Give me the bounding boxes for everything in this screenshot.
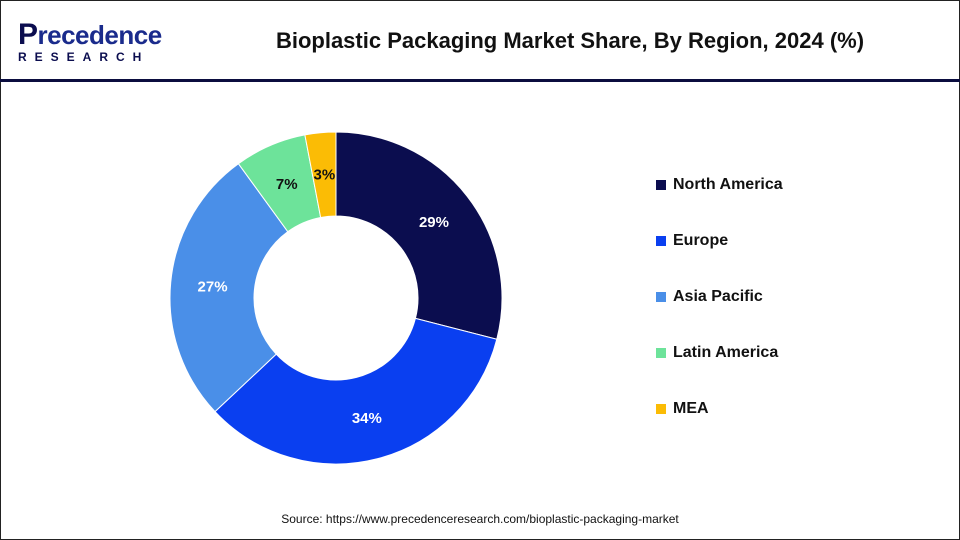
legend-label: North America bbox=[673, 176, 783, 193]
legend-label: Latin America bbox=[673, 344, 779, 361]
header-divider bbox=[0, 79, 960, 82]
legend-swatch bbox=[656, 292, 666, 302]
legend-label: Asia Pacific bbox=[673, 288, 763, 305]
data-label-europe: 34% bbox=[352, 410, 382, 427]
precedence-research-logo: Precedence RESEARCH bbox=[18, 20, 162, 65]
legend-label: MEA bbox=[673, 400, 709, 417]
legend-swatch bbox=[656, 348, 666, 358]
legend-item-europe: Europe bbox=[656, 230, 783, 252]
slice-europe bbox=[214, 317, 498, 465]
legend-item-mea: MEA bbox=[656, 398, 783, 420]
data-label-latin-america: 7% bbox=[276, 176, 298, 193]
chart-title: Bioplastic Packaging Market Share, By Re… bbox=[275, 28, 865, 53]
legend: North America Europe Asia Pacific Latin Ame… bbox=[656, 174, 783, 454]
data-label-mea: 3% bbox=[313, 167, 335, 184]
legend-swatch bbox=[656, 236, 666, 246]
data-label-north-america: 29% bbox=[419, 214, 449, 231]
legend-swatch bbox=[656, 404, 666, 414]
slice-mea bbox=[304, 131, 337, 219]
legend-item-north-america: North America bbox=[656, 174, 783, 196]
slice-asia-pacific bbox=[169, 163, 289, 413]
legend-label: Europe bbox=[673, 232, 729, 249]
logo-initial: P bbox=[18, 18, 38, 51]
source-note: Source: https://www.precedenceresearch.c… bbox=[281, 512, 679, 526]
legend-item-latin-america: Latin America bbox=[656, 342, 783, 364]
data-label-asia-pacific: 27% bbox=[198, 278, 228, 295]
legend-swatch bbox=[656, 180, 666, 190]
legend-item-asia-pacific: Asia Pacific bbox=[656, 286, 783, 308]
logo-text: recedence bbox=[37, 20, 163, 50]
slice-north-america bbox=[335, 131, 503, 340]
logo-subtext: RESEARCH bbox=[18, 50, 150, 64]
